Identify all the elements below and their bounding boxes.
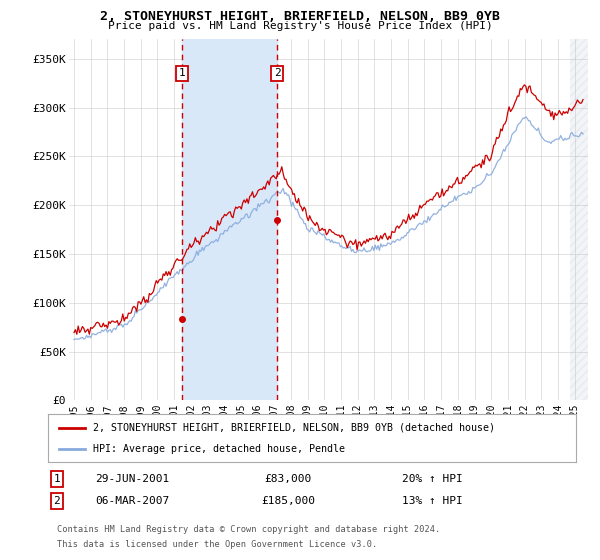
Bar [569, 39, 588, 400]
Text: 2, STONEYHURST HEIGHT, BRIERFIELD, NELSON, BB9 0YB: 2, STONEYHURST HEIGHT, BRIERFIELD, NELSO… [100, 10, 500, 23]
Bar [182, 39, 277, 400]
Text: 06-MAR-2007: 06-MAR-2007 [95, 496, 169, 506]
Text: HPI: Average price, detached house, Pendle: HPI: Average price, detached house, Pend… [93, 444, 345, 454]
Text: £185,000: £185,000 [261, 496, 315, 506]
Text: Price paid vs. HM Land Registry's House Price Index (HPI): Price paid vs. HM Land Registry's House … [107, 21, 493, 31]
Text: 20% ↑ HPI: 20% ↑ HPI [401, 474, 463, 484]
Text: Contains HM Land Registry data © Crown copyright and database right 2024.: Contains HM Land Registry data © Crown c… [57, 525, 440, 534]
Text: 1: 1 [179, 68, 185, 78]
Text: 2: 2 [53, 496, 61, 506]
Text: 13% ↑ HPI: 13% ↑ HPI [401, 496, 463, 506]
Text: 29-JUN-2001: 29-JUN-2001 [95, 474, 169, 484]
Text: 2, STONEYHURST HEIGHT, BRIERFIELD, NELSON, BB9 0YB (detached house): 2, STONEYHURST HEIGHT, BRIERFIELD, NELSO… [93, 423, 495, 433]
Text: 2: 2 [274, 68, 281, 78]
Text: This data is licensed under the Open Government Licence v3.0.: This data is licensed under the Open Gov… [57, 540, 377, 549]
Text: £83,000: £83,000 [265, 474, 311, 484]
Text: 1: 1 [53, 474, 61, 484]
